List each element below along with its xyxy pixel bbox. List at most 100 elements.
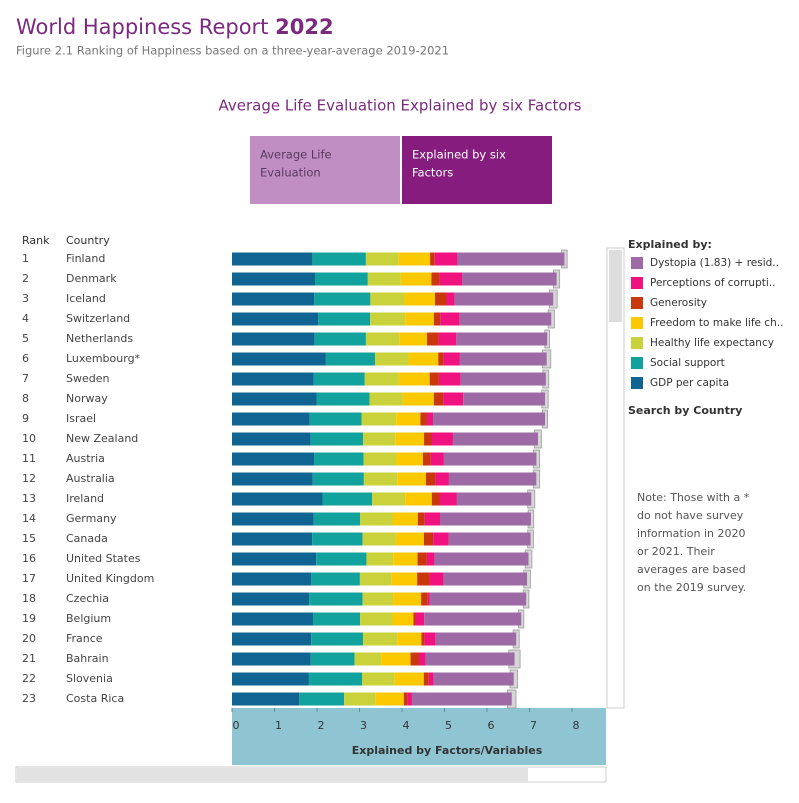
legend-swatch [631,317,643,329]
title: World Happiness Report 2022 [16,15,334,39]
bar-segment [425,652,515,666]
country: United Kingdom [66,572,154,585]
v-scrollbar[interactable] [606,247,625,709]
legend-swatch [631,277,643,289]
bar-segment [429,372,439,386]
legend-swatch [631,297,643,309]
bar-segment [419,652,426,666]
bar-segment [394,672,424,686]
bar-segment [232,412,310,426]
search-label[interactable]: Search by Country [628,404,742,417]
bar-segment [417,572,430,586]
bar-segment [372,492,406,506]
bar-segment [420,412,427,426]
bar-segment [433,412,546,426]
country: Switzerland [66,312,130,325]
bar-segment [435,472,449,486]
rank: 4 [22,312,29,325]
bar-segment [448,532,531,546]
country: Ireland [66,492,104,505]
bar-segment [314,452,364,466]
bar-segment [362,532,396,546]
bar-segment [443,452,537,466]
bar-segment [421,592,428,606]
rank: 1 [22,252,29,265]
bar-segment [393,552,418,566]
bar-segment [232,372,314,386]
country: Denmark [66,272,117,285]
rank: 19 [22,612,36,625]
bar-segment [396,452,423,466]
bar-segment [462,272,557,286]
x-tick-label: 7 [530,719,537,732]
bar-segment [232,492,323,506]
bar-segment [433,312,441,326]
bar-segment [431,432,453,446]
v-scroll-thumb[interactable] [609,250,622,322]
title-main: World Happiness Report [16,15,268,39]
bar-segment [363,452,397,466]
bar-segment [232,552,317,566]
note-line: information in 2020 [637,527,746,540]
bar-segment [393,592,422,606]
bar-segment [431,492,440,506]
bar-segment [310,432,364,446]
bar-segment [452,432,538,446]
legend-swatch [631,337,643,349]
bar-segment [430,452,444,466]
legend-label: Perceptions of corrupti.. [650,277,775,289]
bar-segment [434,552,529,566]
bar-segment [456,332,548,346]
country: Belgium [66,612,111,625]
bar-segment [359,572,392,586]
legend-swatch [631,377,643,389]
bar-segment [404,292,436,306]
bar-segment [438,332,457,346]
bar-segment [381,652,411,666]
bar-segment [396,412,421,426]
bar-segment [313,612,361,626]
bar-segment [374,352,409,366]
bar-segment [232,472,313,486]
bar-segment [423,532,434,546]
legend-label: GDP per capita [650,377,729,389]
bar-segment [402,392,434,406]
bar-segment [443,392,464,406]
note-line: averages are based [637,563,746,576]
bar-segment [395,532,424,546]
toggle-factors[interactable] [402,136,552,204]
bar-segment [433,532,449,546]
legend-swatch [631,357,643,369]
bar-segment [435,292,447,306]
rank: 17 [22,572,36,585]
bar-segment [360,612,393,626]
bar-segment [426,472,436,486]
title-year: 2022 [275,15,333,39]
bar-segment [362,592,394,606]
x-tick-label: 2 [318,719,325,732]
bar-segment [443,572,528,586]
toggle-factors-label: Factors [412,166,453,180]
bar-segment [363,472,398,486]
rank: 3 [22,292,29,305]
toggle-evaluation-label: Average Life [260,148,332,162]
bar-segment [439,492,457,506]
bar-segment [232,592,310,606]
rank-header: Rank [22,234,50,247]
note-line: Note: Those with a * [637,491,750,504]
bar-segment [363,432,396,446]
bar-segment [344,692,376,706]
bar-segment [365,252,399,266]
country: Czechia [66,592,109,605]
bar-segment [392,512,418,526]
bar-segment [362,632,398,646]
h-scroll-thumb[interactable] [17,768,528,781]
rank: 16 [22,552,36,565]
bar-segment [310,652,355,666]
bar-segment [459,312,552,326]
bar-segment [370,292,405,306]
toggle-evaluation[interactable] [250,136,400,204]
bar-segment [362,672,395,686]
country: Australia [66,472,115,485]
bar-segment [397,472,427,486]
